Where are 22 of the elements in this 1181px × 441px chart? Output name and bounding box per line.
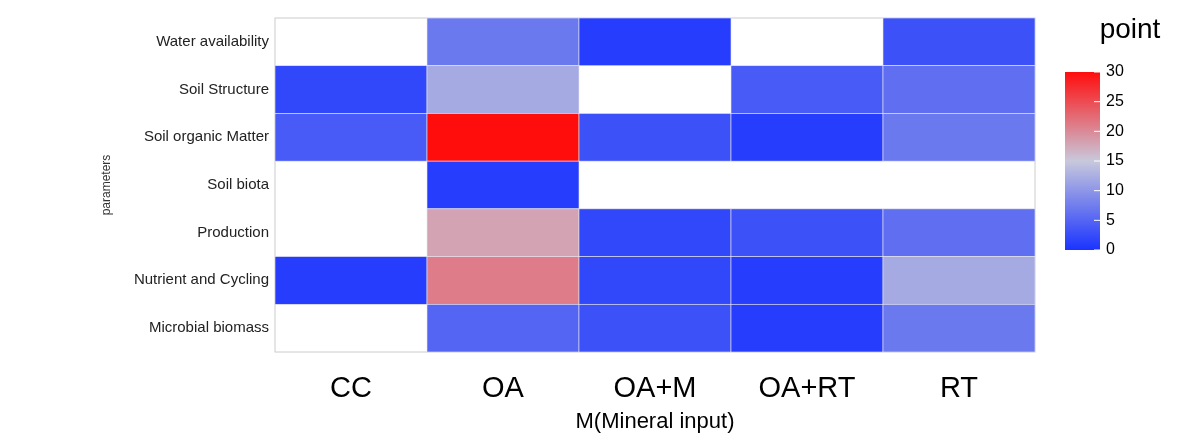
x-tick-label: OA+M	[613, 371, 697, 403]
color-bar-label: 0	[1106, 240, 1115, 258]
color-bar-label: 25	[1106, 91, 1124, 109]
y-tick-label: Soil organic Matter	[143, 127, 269, 145]
y-tick-label: Microbial biomass	[148, 318, 269, 336]
color-bar-label: 5	[1106, 210, 1115, 228]
legend-title: point	[1099, 13, 1161, 44]
x-tick-label: OA	[482, 371, 525, 403]
y-axis-title: parameters	[99, 154, 113, 216]
x-tick-label: OA+RT	[758, 371, 856, 403]
x-tick-label: RT	[939, 371, 979, 403]
color-bar-label: 15	[1106, 151, 1124, 169]
x-tick-label: CC	[330, 371, 372, 403]
y-tick-label: Water availability	[156, 31, 270, 49]
y-tick-label: Production	[197, 222, 269, 240]
y-tick-label: Soil biota	[207, 174, 270, 192]
color-bar-label: 20	[1106, 121, 1124, 139]
x-axis-title: M(Mineral input)	[575, 408, 735, 433]
y-tick-label: Soil Structure	[178, 79, 269, 97]
color-bar-label: 30	[1106, 62, 1124, 80]
y-tick-label: Nutrient and Cycling	[133, 270, 269, 288]
color-bar-label: 10	[1106, 180, 1124, 198]
